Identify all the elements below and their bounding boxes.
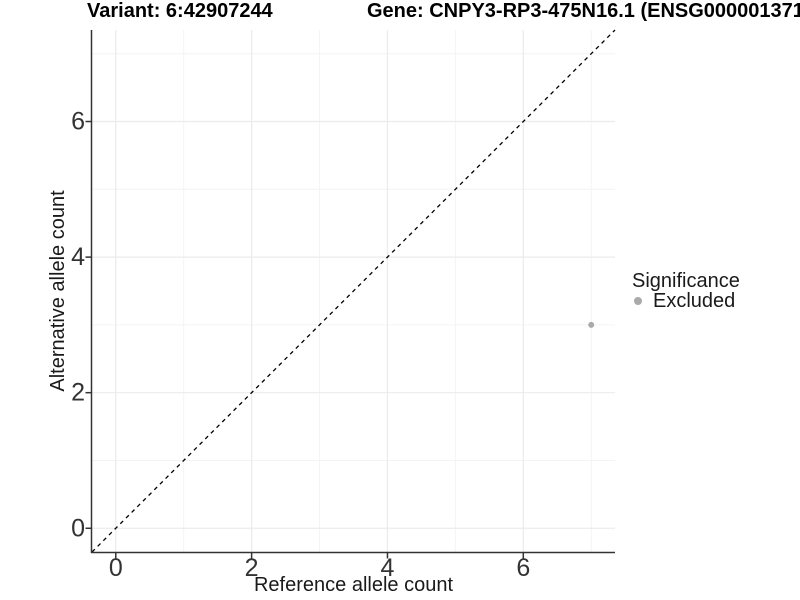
x-tick-label: 2 xyxy=(245,554,259,582)
y-axis-title: Alternative allele count xyxy=(47,190,69,392)
legend-title: Significance xyxy=(632,270,740,292)
excluded-point-icon xyxy=(634,297,642,305)
x-tick-label: 6 xyxy=(516,554,530,582)
x-axis-title: Reference allele count xyxy=(254,574,453,596)
y-tick-label: 2 xyxy=(71,379,85,407)
variant-title: Variant: 6:42907244 xyxy=(87,0,273,22)
legend: Significance Excluded xyxy=(632,271,740,311)
legend-entry-excluded: Excluded xyxy=(632,291,740,311)
data-point xyxy=(588,321,595,328)
gene-title: Gene: CNPY3-RP3-475N16.1 (ENSG0000013716… xyxy=(367,0,800,22)
identity-line xyxy=(91,29,616,553)
y-tick-label: 0 xyxy=(71,514,85,542)
x-tick-label: 4 xyxy=(381,554,395,582)
y-tick-label: 6 xyxy=(71,108,85,136)
x-tick-label: 0 xyxy=(109,554,123,582)
legend-entry-label: Excluded xyxy=(653,290,736,312)
y-tick-label: 4 xyxy=(71,243,85,271)
